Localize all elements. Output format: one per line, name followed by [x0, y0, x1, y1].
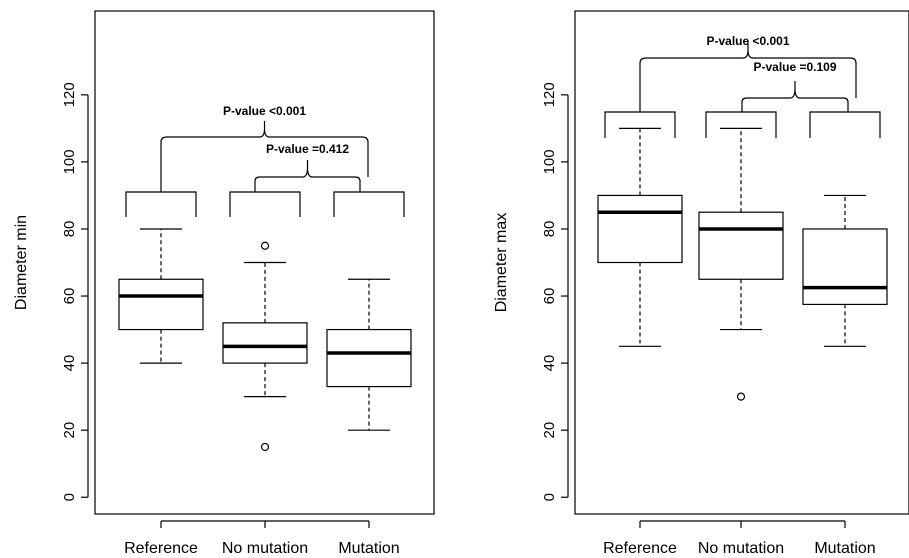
outer-bracket [160, 121, 369, 192]
significance-brackets: P-value <0.001 P-value =0.412 [125, 104, 405, 217]
x-category-label: No mutation [698, 540, 784, 557]
plot-frame [574, 10, 909, 515]
group-bracket-cap [809, 111, 881, 138]
y-tick-label: 40 [541, 355, 558, 372]
group-bracket-cap [333, 191, 405, 217]
group-bracket-cap [125, 191, 197, 217]
chart-panel-diameter-min: 0 20 40 60 80 100 120 Diameter min Reference No m… [13, 10, 435, 557]
outlier-point [736, 392, 746, 401]
y-tick-label: 60 [541, 288, 558, 305]
y-tick-label: 0 [541, 493, 558, 501]
p-value-label-outer: P-value <0.001 [706, 34, 789, 48]
y-tick-label: 80 [541, 221, 558, 238]
y-tick-label: 60 [61, 288, 78, 305]
y-tick-label: 20 [541, 422, 558, 439]
outlier-point [260, 241, 270, 250]
p-value-label-outer: P-value <0.001 [223, 104, 306, 118]
iqr-box [802, 228, 888, 306]
group-bracket-cap [705, 111, 777, 138]
box-no-mutation [698, 127, 784, 401]
significance-brackets: P-value <0.001 P-value =0.109 [604, 34, 881, 138]
chart-panel-diameter-max: 0 20 40 60 80 100 120 Diameter max Reference No m… [493, 10, 909, 557]
x-category-label: Mutation [814, 540, 875, 557]
iqr-box [326, 328, 412, 388]
y-axis-title: Diameter min [13, 215, 30, 310]
x-category-label: Mutation [338, 540, 399, 557]
y-tick-label: 80 [61, 221, 78, 238]
plot-frame [94, 10, 435, 515]
outlier-point [260, 442, 270, 452]
group-bracket-cap [229, 191, 301, 217]
y-tick-label: 120 [541, 82, 558, 107]
p-value-label-inner: P-value =0.109 [753, 60, 836, 74]
inner-bracket [254, 160, 361, 192]
iqr-box [118, 278, 204, 331]
outer-bracket [639, 42, 857, 112]
y-tick-label: 100 [61, 149, 78, 174]
box-no-mutation [222, 241, 308, 452]
box-reference [118, 228, 204, 364]
iqr-box [222, 322, 308, 364]
x-category-label: Reference [124, 540, 198, 557]
x-category-label: No mutation [222, 540, 308, 557]
y-tick-label: 0 [61, 493, 78, 501]
y-tick-label: 120 [61, 82, 78, 107]
x-category-label: Reference [603, 540, 677, 557]
y-tick-label: 100 [541, 149, 558, 174]
group-bracket-cap [604, 111, 676, 138]
y-tick-label: 40 [61, 355, 78, 372]
y-tick-label: 20 [61, 422, 78, 439]
iqr-box [597, 194, 683, 264]
box-mutation [802, 194, 888, 347]
box-reference [597, 127, 683, 347]
box-mutation [326, 278, 412, 431]
p-value-label-inner: P-value =0.412 [266, 142, 349, 156]
y-axis-title: Diameter max [493, 213, 510, 313]
inner-bracket [741, 81, 849, 112]
iqr-box [698, 211, 784, 280]
